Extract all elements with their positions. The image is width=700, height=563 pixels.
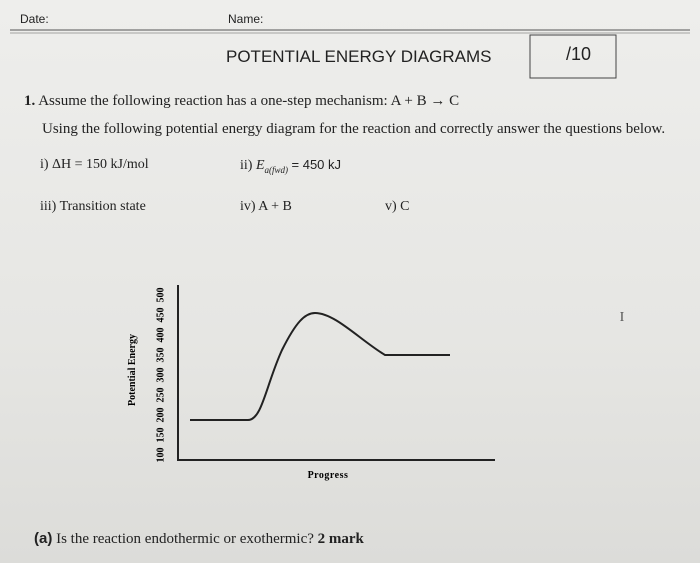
worksheet-title: POTENTIAL ENERGY DIAGRAMS <box>226 47 492 66</box>
prefix: ii) <box>240 158 253 173</box>
option: iv) A + B <box>240 199 292 214</box>
question-number: 1. Assume the following reaction has a o… <box>24 93 459 110</box>
y-tick-label: 200 <box>155 408 166 423</box>
marks: 2 mark <box>317 531 364 547</box>
date-label: Date: <box>20 12 49 26</box>
text-cursor: I <box>620 310 625 325</box>
question-line: Assume the following reaction has a one-… <box>38 93 460 109</box>
y-tick-label: 450 <box>155 308 166 323</box>
y-tick-label: 500 <box>155 288 166 303</box>
y-tick-label: 350 <box>155 348 166 363</box>
value: = 450 kJ <box>291 157 342 172</box>
symbol: E <box>255 158 265 173</box>
energy-curve <box>190 311 450 421</box>
name-label: Name: <box>228 12 264 26</box>
score-box <box>529 34 617 79</box>
question-line: Using the following potential energy dia… <box>42 121 666 137</box>
subscript: a(fwd) <box>264 164 289 175</box>
option: ii) Ea(fwd) = 450 kJ <box>240 157 341 175</box>
x-axis-label: Progress <box>308 470 349 481</box>
score: /10 <box>566 44 592 64</box>
part-a: (a) Is the reaction endothermic or exoth… <box>34 530 364 548</box>
y-tick-label: 400 <box>155 328 166 343</box>
y-tick-label: 150 <box>155 428 166 443</box>
option: v) C <box>385 199 410 214</box>
part-label: (a) <box>34 530 53 547</box>
option: i) ΔH = 150 kJ/mol <box>40 157 149 172</box>
y-axis-label: Potential Energy <box>127 334 138 406</box>
y-tick-label: 100 <box>155 448 166 463</box>
y-tick-label: 250 <box>155 388 166 403</box>
number: 1. <box>24 93 36 109</box>
part-text: Is the reaction endothermic or exothermi… <box>56 531 314 547</box>
option: iii) Transition state <box>40 199 146 214</box>
y-tick-label: 300 <box>155 368 166 383</box>
